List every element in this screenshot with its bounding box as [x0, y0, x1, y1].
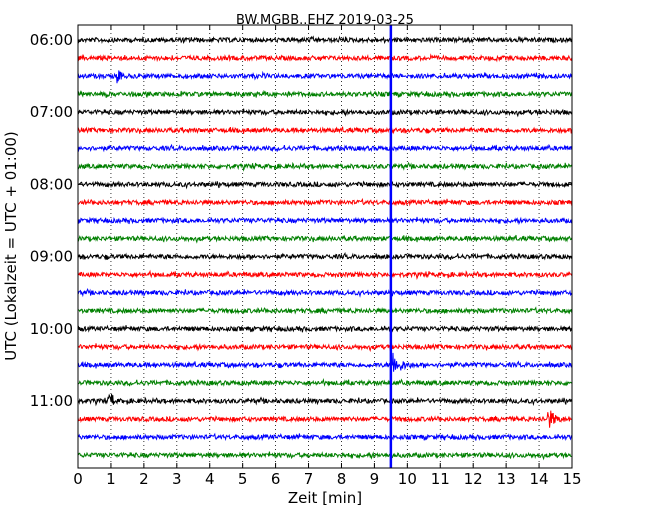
- x-tick-label: 0: [73, 470, 83, 488]
- x-tick-label: 12: [464, 470, 483, 488]
- y-tick-label: 07:00: [30, 103, 73, 121]
- seismic-trace: [77, 143, 573, 153]
- seismic-trace: [77, 53, 573, 63]
- x-tick-label: 11: [431, 470, 450, 488]
- x-tick-label: 10: [398, 470, 417, 488]
- seismic-traces: [77, 35, 573, 461]
- y-tick-label: 11:00: [30, 392, 73, 410]
- seismic-trace: [77, 35, 573, 45]
- seismic-trace: [77, 197, 573, 207]
- seismic-trace: [77, 161, 573, 172]
- x-axis-ticks: 0 1 2 3 4 5 6 7 8 9 10 11 12 13 14 15: [73, 25, 582, 488]
- seismic-trace: [77, 432, 573, 442]
- seismic-trace: [77, 216, 573, 226]
- x-tick-label: 6: [271, 470, 281, 488]
- seismic-trace: [77, 352, 572, 372]
- x-tick-label: 4: [205, 470, 215, 488]
- seismic-trace: [77, 180, 573, 190]
- x-axis-label: Zeit [min]: [288, 489, 362, 507]
- x-tick-label: 15: [562, 470, 581, 488]
- seismic-trace: [77, 126, 573, 135]
- seismic-trace: [77, 410, 573, 428]
- x-tick-label: 9: [370, 470, 380, 488]
- plot-frame: [77, 24, 573, 469]
- y-axis-ticks: 06:00 07:00 08:00 09:00 10:00 11:00: [30, 31, 572, 410]
- seismic-trace: [77, 342, 573, 353]
- seismic-trace: [77, 108, 573, 118]
- seismic-trace: [77, 70, 573, 84]
- seismic-trace: [77, 324, 573, 333]
- seismic-trace: [77, 252, 573, 261]
- x-tick-label: 2: [139, 470, 149, 488]
- seismic-trace: [77, 288, 573, 298]
- seismic-trace: [77, 451, 572, 461]
- x-tick-label: 7: [304, 470, 314, 488]
- y-tick-label: 10:00: [30, 320, 73, 338]
- seismic-trace: [77, 306, 573, 315]
- x-tick-label: 13: [497, 470, 516, 488]
- seismic-trace: [77, 377, 573, 387]
- seismic-trace: [77, 269, 573, 281]
- seismic-trace: [77, 89, 573, 99]
- x-tick-label: 14: [530, 470, 549, 488]
- y-tick-label: 09:00: [30, 248, 73, 266]
- x-tick-label: 8: [337, 470, 347, 488]
- y-tick-label: 08:00: [30, 175, 73, 193]
- x-tick-label: 3: [172, 470, 182, 488]
- x-tick-label: 5: [238, 470, 248, 488]
- y-axis-label: UTC (Lokalzeit = UTC + 01:00): [2, 131, 20, 361]
- x-tick-label: 1: [106, 470, 116, 488]
- y-tick-label: 06:00: [30, 31, 73, 49]
- chart-title: BW.MGBB..EHZ 2019-03-25: [236, 13, 414, 28]
- seismic-trace: [77, 393, 573, 407]
- seismic-trace: [77, 234, 573, 244]
